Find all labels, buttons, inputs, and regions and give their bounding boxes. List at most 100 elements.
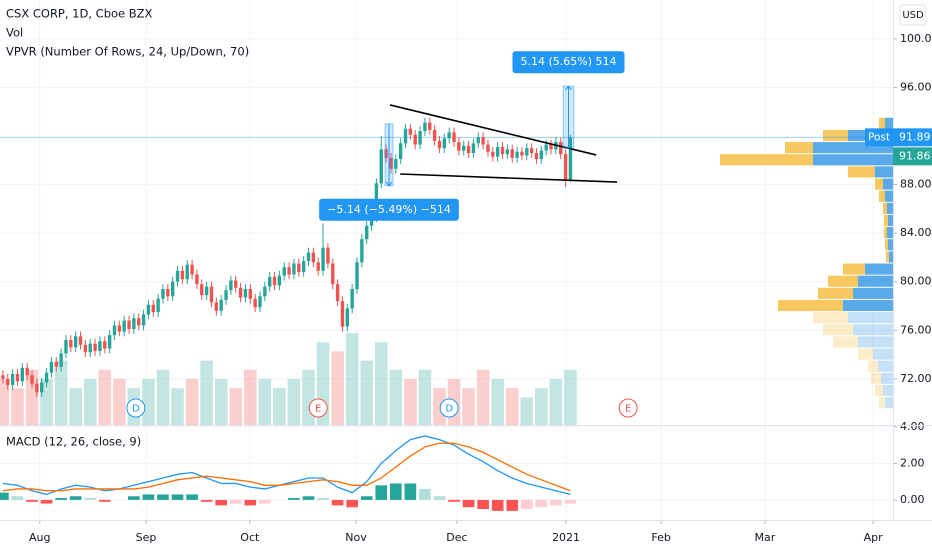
candle-body bbox=[15, 374, 20, 382]
volume-bar bbox=[229, 388, 243, 425]
candle-body bbox=[389, 157, 393, 169]
candle-body bbox=[520, 151, 524, 156]
trendline bbox=[389, 104, 597, 156]
vpvr-down bbox=[843, 263, 865, 275]
candle-body bbox=[287, 267, 291, 275]
macd-histogram-bar bbox=[259, 499, 271, 504]
y-tick-label: 100.00 bbox=[900, 32, 932, 45]
candle-body bbox=[534, 153, 539, 160]
macd-histogram-bar bbox=[448, 499, 460, 502]
vpvr-up bbox=[858, 336, 893, 348]
candle-body bbox=[292, 263, 296, 275]
candle-body bbox=[175, 270, 180, 282]
candle-body bbox=[161, 289, 165, 299]
volume-bar bbox=[374, 342, 388, 425]
candle-body bbox=[122, 320, 126, 332]
candle-body bbox=[559, 142, 563, 155]
x-tick-label: Apr bbox=[864, 531, 884, 544]
macd-histogram-bar bbox=[0, 492, 9, 500]
vpvr-up bbox=[813, 154, 893, 166]
candle-body bbox=[103, 341, 107, 349]
candle-body bbox=[204, 286, 209, 296]
macd-histogram-bar bbox=[55, 498, 67, 500]
macd-histogram-bar bbox=[477, 499, 489, 510]
volume-bar bbox=[83, 379, 97, 425]
candle-body bbox=[515, 151, 519, 158]
volume-bar bbox=[185, 379, 199, 425]
macd-histogram-bar bbox=[317, 498, 329, 500]
candle-body bbox=[64, 340, 68, 354]
candle-body bbox=[282, 267, 286, 276]
x-tick-label: Aug bbox=[29, 531, 50, 544]
vpvr-up bbox=[887, 227, 893, 239]
candle-body bbox=[505, 149, 510, 155]
x-tick-label: Oct bbox=[240, 531, 260, 544]
candle-body bbox=[20, 367, 25, 382]
candle-body bbox=[403, 128, 408, 144]
candle-body bbox=[311, 252, 316, 263]
candle-body bbox=[413, 134, 417, 145]
post-price-box bbox=[893, 147, 932, 166]
vpvr-up bbox=[873, 348, 893, 360]
candle-body bbox=[10, 374, 15, 385]
candle-body bbox=[132, 318, 136, 330]
vpvr-up bbox=[885, 397, 893, 409]
candle-body bbox=[25, 367, 29, 376]
candle-body bbox=[40, 382, 44, 393]
candle-body bbox=[418, 131, 422, 145]
volume-bar bbox=[331, 351, 344, 425]
candle-body bbox=[568, 137, 573, 180]
candle-body bbox=[83, 344, 88, 353]
macd-histogram-bar bbox=[128, 496, 140, 500]
candle-body bbox=[200, 284, 204, 296]
macd-histogram-bar bbox=[26, 499, 38, 502]
candle-body bbox=[170, 281, 175, 297]
macd-histogram-bar bbox=[229, 499, 242, 504]
candle-body bbox=[525, 148, 529, 156]
measure-label: −5.14 (−5.49%) −514 bbox=[327, 203, 451, 216]
vpvr-down bbox=[813, 312, 848, 324]
candle-body bbox=[69, 340, 73, 348]
volume-bar bbox=[258, 379, 272, 425]
macd-histogram-bar bbox=[186, 494, 198, 500]
candle-body bbox=[267, 276, 272, 287]
currency-button[interactable] bbox=[899, 4, 927, 26]
currency-label[interactable]: USD bbox=[902, 10, 924, 21]
macd-histogram-bar bbox=[244, 499, 257, 506]
candle-body bbox=[466, 145, 471, 153]
macd-histogram-bar bbox=[462, 499, 475, 508]
candle-body bbox=[277, 275, 282, 286]
macd-histogram-bar bbox=[331, 499, 344, 506]
volume-bar bbox=[69, 388, 82, 425]
vpvr-down bbox=[785, 142, 813, 154]
y-tick-label: 88.00 bbox=[900, 178, 932, 191]
vpvr-down bbox=[868, 360, 878, 372]
candle-body bbox=[127, 320, 131, 330]
macd-histogram-bar bbox=[11, 496, 24, 500]
macd-histogram-bar bbox=[171, 494, 184, 500]
vpvr-down bbox=[879, 397, 885, 409]
post-price-label: 91.86 bbox=[899, 149, 931, 162]
volume-bar bbox=[113, 379, 126, 425]
x-tick-label: 2021 bbox=[552, 531, 580, 544]
candle-body bbox=[500, 146, 505, 155]
volume-title: Vol bbox=[6, 26, 23, 40]
measure-arrow bbox=[385, 123, 393, 187]
candle-body bbox=[49, 361, 54, 373]
event-label: D bbox=[445, 404, 453, 415]
last-price-box bbox=[893, 128, 932, 147]
candle-body bbox=[452, 132, 456, 143]
y-tick-label: 96.00 bbox=[900, 80, 932, 93]
candle-body bbox=[35, 383, 39, 393]
candle-body bbox=[253, 298, 257, 308]
macd-histogram-bar bbox=[40, 499, 53, 504]
candle-body bbox=[437, 140, 442, 149]
vpvr-down bbox=[823, 324, 853, 336]
candle-body bbox=[306, 252, 311, 262]
candle-body bbox=[529, 148, 534, 153]
candle-body bbox=[316, 262, 320, 271]
volume-bar bbox=[505, 388, 519, 425]
candle-body bbox=[248, 289, 252, 299]
